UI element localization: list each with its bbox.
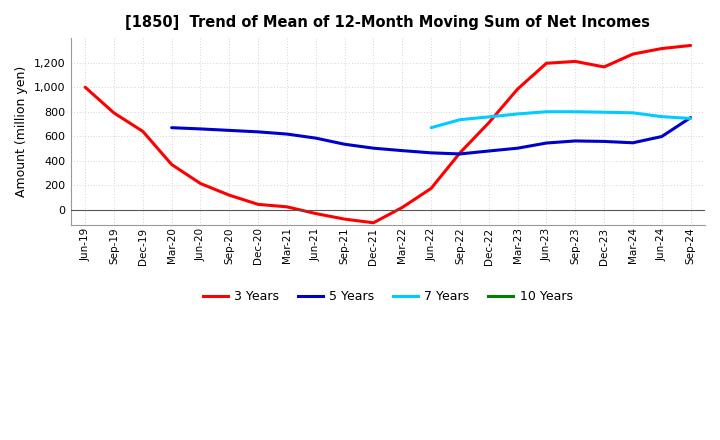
3 Years bbox=[686, 43, 695, 48]
Y-axis label: Amount (million yen): Amount (million yen) bbox=[15, 66, 28, 197]
3 Years bbox=[81, 84, 89, 90]
5 Years bbox=[398, 148, 407, 153]
3 Years bbox=[657, 46, 666, 51]
7 Years bbox=[513, 111, 522, 117]
3 Years bbox=[571, 59, 580, 64]
Line: 3 Years: 3 Years bbox=[85, 45, 690, 223]
3 Years bbox=[398, 205, 407, 210]
5 Years bbox=[167, 125, 176, 130]
5 Years bbox=[427, 150, 436, 155]
5 Years bbox=[254, 129, 263, 135]
3 Years bbox=[283, 204, 292, 209]
3 Years bbox=[254, 202, 263, 207]
3 Years bbox=[369, 220, 378, 225]
3 Years bbox=[196, 181, 204, 186]
5 Years bbox=[600, 139, 608, 144]
3 Years bbox=[138, 129, 147, 134]
7 Years bbox=[456, 117, 464, 122]
7 Years bbox=[686, 116, 695, 121]
7 Years bbox=[600, 110, 608, 115]
Line: 5 Years: 5 Years bbox=[171, 117, 690, 154]
7 Years bbox=[427, 125, 436, 130]
3 Years bbox=[312, 211, 320, 216]
5 Years bbox=[312, 136, 320, 141]
5 Years bbox=[629, 140, 637, 146]
3 Years bbox=[513, 86, 522, 92]
3 Years bbox=[341, 216, 349, 222]
5 Years bbox=[369, 146, 378, 151]
Line: 7 Years: 7 Years bbox=[431, 112, 690, 128]
7 Years bbox=[485, 114, 493, 120]
5 Years bbox=[571, 138, 580, 143]
5 Years bbox=[283, 132, 292, 137]
5 Years bbox=[225, 128, 233, 133]
5 Years bbox=[686, 115, 695, 120]
5 Years bbox=[485, 148, 493, 154]
5 Years bbox=[657, 134, 666, 139]
5 Years bbox=[542, 140, 551, 146]
3 Years bbox=[109, 110, 118, 116]
3 Years bbox=[485, 120, 493, 125]
5 Years bbox=[196, 126, 204, 132]
7 Years bbox=[657, 114, 666, 119]
5 Years bbox=[513, 146, 522, 151]
7 Years bbox=[542, 109, 551, 114]
3 Years bbox=[600, 64, 608, 70]
3 Years bbox=[456, 150, 464, 155]
5 Years bbox=[341, 142, 349, 147]
7 Years bbox=[629, 110, 637, 115]
3 Years bbox=[427, 186, 436, 191]
3 Years bbox=[629, 51, 637, 57]
3 Years bbox=[167, 162, 176, 167]
Legend: 3 Years, 5 Years, 7 Years, 10 Years: 3 Years, 5 Years, 7 Years, 10 Years bbox=[198, 285, 577, 308]
7 Years bbox=[571, 109, 580, 114]
3 Years bbox=[225, 193, 233, 198]
3 Years bbox=[542, 61, 551, 66]
Title: [1850]  Trend of Mean of 12-Month Moving Sum of Net Incomes: [1850] Trend of Mean of 12-Month Moving … bbox=[125, 15, 650, 30]
5 Years bbox=[456, 151, 464, 157]
